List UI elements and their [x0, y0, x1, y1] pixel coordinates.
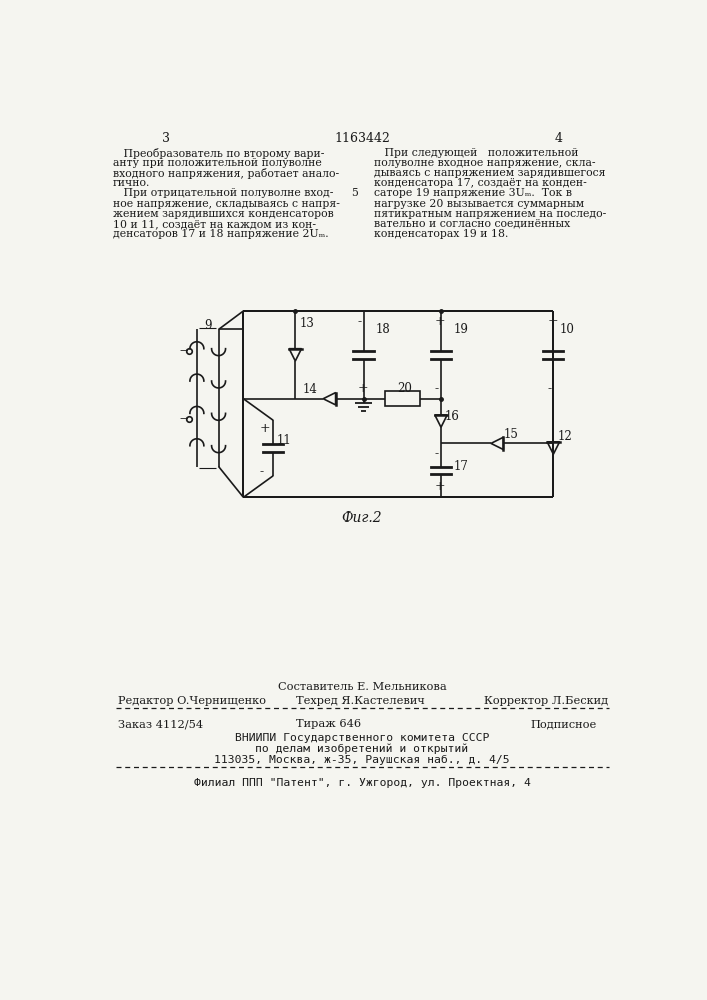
Text: 3: 3	[162, 132, 170, 145]
Text: +: +	[357, 382, 368, 395]
Text: конденсатора 17, создаёт на конден-: конденсатора 17, создаёт на конден-	[373, 178, 586, 188]
Text: 20: 20	[397, 382, 412, 395]
Text: 14: 14	[303, 383, 318, 396]
Text: пятикратным напряжением на последо-: пятикратным напряжением на последо-	[373, 209, 606, 219]
Text: 19: 19	[453, 323, 468, 336]
Text: вательно и согласно соединённых: вательно и согласно соединённых	[373, 219, 570, 229]
Text: Преобразователь по второму вари-: Преобразователь по второму вари-	[113, 148, 325, 159]
Text: +: +	[435, 315, 445, 328]
Text: 10: 10	[559, 323, 575, 336]
Text: -: -	[357, 315, 361, 328]
Text: 12: 12	[557, 430, 572, 443]
Text: Заказ 4112/54: Заказ 4112/54	[118, 719, 203, 729]
Text: Составитель Е. Мельникова: Составитель Е. Мельникова	[278, 682, 446, 692]
Text: -: -	[435, 382, 439, 395]
Text: 16: 16	[445, 410, 460, 423]
Text: При следующей   положительной: При следующей положительной	[373, 148, 578, 158]
Text: саторе 19 напряжение 3Uₘ.  Ток в: саторе 19 напряжение 3Uₘ. Ток в	[373, 188, 571, 198]
Text: Корректор Л.Бескид: Корректор Л.Бескид	[484, 696, 608, 706]
Text: -: -	[435, 447, 439, 460]
Text: +: +	[259, 422, 270, 435]
Text: +: +	[435, 480, 445, 493]
Text: 5: 5	[351, 188, 358, 198]
Text: нагрузке 20 вызывается суммарным: нагрузке 20 вызывается суммарным	[373, 199, 584, 209]
Text: Редактор O.Чернищенко: Редактор O.Чернищенко	[118, 696, 266, 706]
Text: 17: 17	[453, 460, 468, 473]
Text: 9: 9	[204, 319, 212, 332]
Text: 13: 13	[299, 317, 314, 330]
Text: Фиг.2: Фиг.2	[341, 511, 382, 525]
Text: ВНИИПИ Государственного комитета СССР: ВНИИПИ Государственного комитета СССР	[235, 733, 489, 743]
Text: жением зарядившихся конденсаторов: жением зарядившихся конденсаторов	[113, 209, 334, 219]
Text: гично.: гично.	[113, 178, 151, 188]
Bar	[385, 391, 420, 406]
Text: 1163442: 1163442	[334, 132, 390, 145]
Text: Тираж 646: Тираж 646	[296, 719, 361, 729]
Text: →: →	[180, 415, 188, 424]
Text: -: -	[547, 382, 551, 395]
Text: входного напряжения, работает анало-: входного напряжения, работает анало-	[113, 168, 339, 179]
Text: Техред Я.Кастелевич: Техред Я.Кастелевич	[296, 696, 425, 706]
Text: Подписное: Подписное	[530, 719, 597, 729]
Text: анту при положительной полуволне: анту при положительной полуволне	[113, 158, 322, 168]
Text: Филиал ППП "Патент", г. Ужгород, ул. Проектная, 4: Филиал ППП "Патент", г. Ужгород, ул. Про…	[194, 778, 530, 788]
Text: 10 и 11, создаёт на каждом из кон-: 10 и 11, создаёт на каждом из кон-	[113, 219, 316, 229]
Text: 11: 11	[276, 434, 291, 447]
Text: конденсаторах 19 и 18.: конденсаторах 19 и 18.	[373, 229, 508, 239]
Text: 15: 15	[503, 428, 518, 441]
Text: -: -	[259, 465, 264, 478]
Text: 18: 18	[376, 323, 391, 336]
Text: дываясь с напряжением зарядившегося: дываясь с напряжением зарядившегося	[373, 168, 605, 178]
Text: полуволне входное напряжение, скла-: полуволне входное напряжение, скла-	[373, 158, 595, 168]
Text: →: →	[180, 347, 188, 356]
Text: ное напряжение, складываясь с напря-: ное напряжение, складываясь с напря-	[113, 199, 340, 209]
Text: При отрицательной полуволне вход-: При отрицательной полуволне вход-	[113, 188, 334, 198]
Text: 113035, Москва, ж-35, Раушская наб., д. 4/5: 113035, Москва, ж-35, Раушская наб., д. …	[214, 754, 510, 765]
Text: +: +	[547, 315, 558, 328]
Text: денсаторов 17 и 18 напряжение 2Uₘ.: денсаторов 17 и 18 напряжение 2Uₘ.	[113, 229, 329, 239]
Text: по делам изобретений и открытий: по делам изобретений и открытий	[255, 744, 469, 754]
Text: 4: 4	[555, 132, 563, 145]
